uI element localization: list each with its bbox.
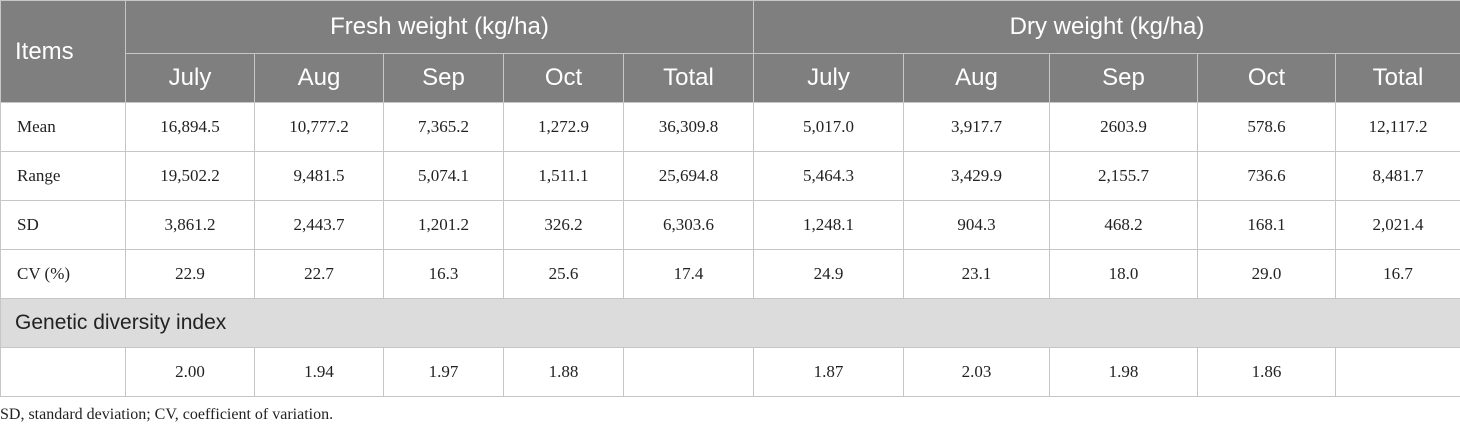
column-header: July <box>753 53 904 103</box>
items-header: Items <box>0 0 126 103</box>
table-cell: 6,303.6 <box>623 200 754 250</box>
table-cell: 1,201.2 <box>383 200 504 250</box>
table-row-sd: SD 3,861.2 2,443.7 1,201.2 326.2 6,303.6… <box>0 200 1460 250</box>
table-cell: 1.87 <box>753 347 904 397</box>
data-table: Items Fresh weight (kg/ha) Dry weight (k… <box>0 0 1460 397</box>
table-cell: 2.03 <box>903 347 1050 397</box>
table-cell: 1,272.9 <box>503 102 624 152</box>
row-label: Mean <box>0 102 126 152</box>
column-header: Aug <box>254 53 384 103</box>
table-cell: 326.2 <box>503 200 624 250</box>
table-cell: 23.1 <box>903 249 1050 299</box>
table-cell: 8,481.7 <box>1334 151 1460 201</box>
table-cell: 736.6 <box>1197 151 1336 201</box>
table-cell: 1.94 <box>254 347 384 397</box>
table-cell <box>1334 347 1460 397</box>
table-cell: 25,694.8 <box>623 151 754 201</box>
table-cell: 5,074.1 <box>383 151 504 201</box>
table-row-gdi: 2.00 1.94 1.97 1.88 1.87 2.03 1.98 1.86 <box>0 347 1460 397</box>
table-row-mean: Mean 16,894.5 10,777.2 7,365.2 1,272.9 3… <box>0 102 1460 152</box>
table-cell: 1,511.1 <box>503 151 624 201</box>
table-cell: 17.4 <box>623 249 754 299</box>
table-cell: 3,429.9 <box>903 151 1050 201</box>
row-label <box>0 347 126 397</box>
table-cell: 16.3 <box>383 249 504 299</box>
column-header: Oct <box>1197 53 1336 103</box>
table-cell: 1.86 <box>1197 347 1336 397</box>
table-cell: 168.1 <box>1197 200 1336 250</box>
section-row: Genetic diversity index <box>0 298 1460 348</box>
table-cell: 19,502.2 <box>125 151 255 201</box>
table-cell: 578.6 <box>1197 102 1336 152</box>
fresh-weight-header: Fresh weight (kg/ha) <box>125 0 754 54</box>
table-cell: 5,464.3 <box>753 151 904 201</box>
row-label: Range <box>0 151 126 201</box>
table-cell: 1,248.1 <box>753 200 904 250</box>
column-header: Sep <box>1049 53 1198 103</box>
table-cell: 29.0 <box>1197 249 1336 299</box>
table-row-range: Range 19,502.2 9,481.5 5,074.1 1,511.1 2… <box>0 151 1460 201</box>
table-cell: 1.97 <box>383 347 504 397</box>
column-header: Total <box>1334 53 1460 103</box>
table-cell: 468.2 <box>1049 200 1198 250</box>
table-cell: 2,021.4 <box>1334 200 1460 250</box>
table-cell: 1.88 <box>503 347 624 397</box>
column-header: Aug <box>903 53 1050 103</box>
table-cell: 36,309.8 <box>623 102 754 152</box>
table-cell: 7,365.2 <box>383 102 504 152</box>
column-header: Sep <box>383 53 504 103</box>
table-cell: 12,117.2 <box>1334 102 1460 152</box>
header-row-2: July Aug Sep Oct Total July Aug Sep Oct … <box>1 53 1460 103</box>
table-cell: 2,443.7 <box>254 200 384 250</box>
row-label: SD <box>0 200 126 250</box>
column-header: July <box>125 53 255 103</box>
row-label: CV (%) <box>0 249 126 299</box>
table-cell: 18.0 <box>1049 249 1198 299</box>
table-cell: 904.3 <box>903 200 1050 250</box>
table-cell: 16.7 <box>1334 249 1460 299</box>
table-cell: 9,481.5 <box>254 151 384 201</box>
table-cell: 25.6 <box>503 249 624 299</box>
table-row-cv: CV (%) 22.9 22.7 16.3 25.6 17.4 24.9 23.… <box>0 249 1460 299</box>
table-cell: 16,894.5 <box>125 102 255 152</box>
table-cell: 2,155.7 <box>1049 151 1198 201</box>
table-cell: 2603.9 <box>1049 102 1198 152</box>
table-cell: 1.98 <box>1049 347 1198 397</box>
table-cell: 3,917.7 <box>903 102 1050 152</box>
table-cell: 5,017.0 <box>753 102 904 152</box>
table-cell: 2.00 <box>125 347 255 397</box>
table-cell: 24.9 <box>753 249 904 299</box>
table-footnote: SD, standard deviation; CV, coefficient … <box>0 406 334 423</box>
header-row-1: Items Fresh weight (kg/ha) Dry weight (k… <box>0 0 1460 103</box>
table-cell: 10,777.2 <box>254 102 384 152</box>
table-cell <box>623 347 754 397</box>
column-header: Total <box>623 53 754 103</box>
column-header: Oct <box>503 53 624 103</box>
table-cell: 3,861.2 <box>125 200 255 250</box>
section-title: Genetic diversity index <box>0 298 1460 348</box>
table-cell: 22.9 <box>125 249 255 299</box>
table-cell: 22.7 <box>254 249 384 299</box>
dry-weight-header: Dry weight (kg/ha) <box>752 0 1460 54</box>
